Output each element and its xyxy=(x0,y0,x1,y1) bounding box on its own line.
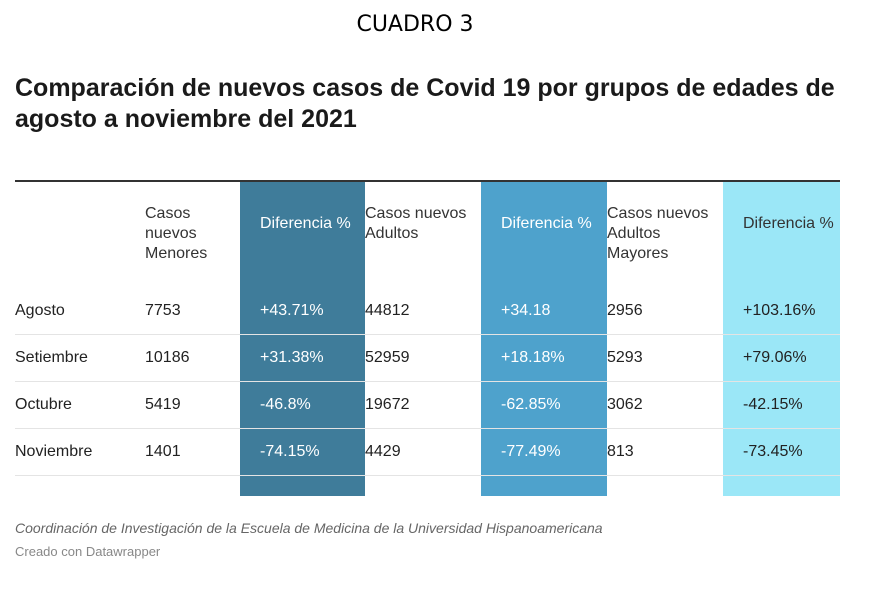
table-cell: 7753 xyxy=(145,288,240,335)
table-cell: 44812 xyxy=(365,288,481,335)
data-table: Casos nuevos Menores Diferencia % Casos … xyxy=(15,180,840,496)
table-row: Setiembre 10186 +31.38% 52959 +18.18% 52… xyxy=(15,334,840,382)
table-cell: 5293 xyxy=(607,334,723,382)
table-cell: Noviembre xyxy=(15,428,145,476)
table: Casos nuevos Menores Diferencia % Casos … xyxy=(15,182,840,476)
table-cell: +18.18% xyxy=(481,334,607,382)
table-cell: Octubre xyxy=(15,381,145,429)
table-cell: +34.18 xyxy=(481,288,607,335)
table-cell: +43.71% xyxy=(240,288,365,335)
column-header: Casos nuevos Adultos xyxy=(365,205,467,242)
table-cell: Agosto xyxy=(15,288,145,335)
credit-note: Creado con Datawrapper xyxy=(15,544,161,559)
table-cell: 10186 xyxy=(145,334,240,382)
column-header: Diferencia % xyxy=(743,215,834,232)
header-label: CUADRO 3 xyxy=(356,12,474,37)
table-cell: -62.85% xyxy=(481,381,607,429)
column-header: Diferencia % xyxy=(501,215,592,232)
table-cell: -74.15% xyxy=(240,428,365,476)
table-row: Octubre 5419 -46.8% 19672 -62.85% 3062 -… xyxy=(15,381,840,429)
column-header: Casos nuevos Menores xyxy=(145,205,208,262)
column-header: Diferencia % xyxy=(260,215,351,232)
table-cell: 2956 xyxy=(607,288,723,335)
table-cell: -42.15% xyxy=(723,381,840,429)
table-cell: 4429 xyxy=(365,428,481,476)
table-cell: Setiembre xyxy=(15,334,145,382)
table-row: Agosto 7753 +43.71% 44812 +34.18 2956 +1… xyxy=(15,288,840,335)
table-row: Noviembre 1401 -74.15% 4429 -77.49% 813 … xyxy=(15,428,840,476)
table-cell: 1401 xyxy=(145,428,240,476)
table-cell: +79.06% xyxy=(723,334,840,382)
table-cell: +31.38% xyxy=(240,334,365,382)
table-header-row: Casos nuevos Menores Diferencia % Casos … xyxy=(15,182,840,288)
table-cell: -77.49% xyxy=(481,428,607,476)
column-header xyxy=(15,182,145,288)
table-cell: 52959 xyxy=(365,334,481,382)
table-cell: 19672 xyxy=(365,381,481,429)
table-cell: +103.16% xyxy=(723,288,840,335)
column-header: Casos nuevos Adultos Mayores xyxy=(607,205,709,262)
chart-title: Comparación de nuevos casos de Covid 19 … xyxy=(15,74,835,133)
table-top-rule xyxy=(15,180,840,182)
table-cell: -73.45% xyxy=(723,428,840,476)
table-cell: 813 xyxy=(607,428,723,476)
source-note: Coordinación de Investigación de la Escu… xyxy=(15,520,603,536)
table-cell: 3062 xyxy=(607,381,723,429)
table-cell: -46.8% xyxy=(240,381,365,429)
table-cell: 5419 xyxy=(145,381,240,429)
